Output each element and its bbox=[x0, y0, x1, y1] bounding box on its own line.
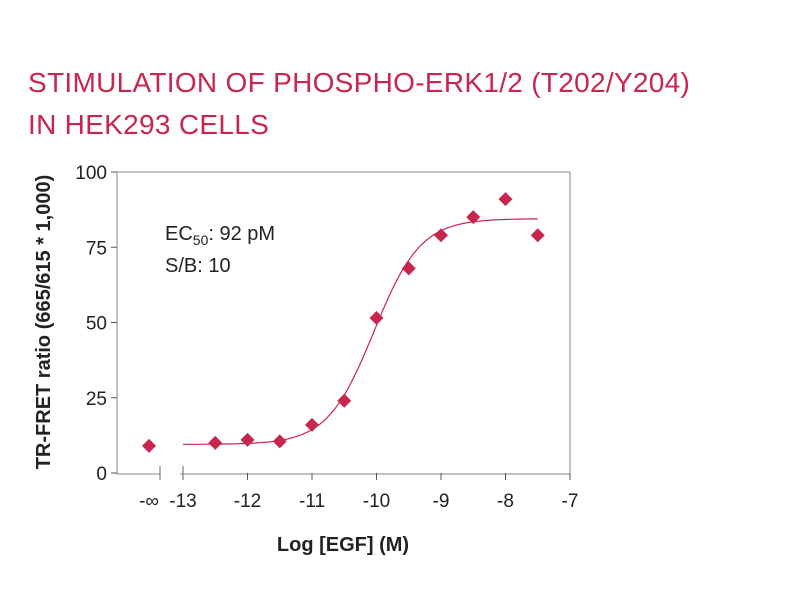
data-points bbox=[142, 192, 545, 453]
x-tick-label: -7 bbox=[562, 491, 579, 512]
ec50-value: : 92 pM bbox=[208, 223, 275, 245]
ec50-annotation: EC50: 92 pM bbox=[165, 223, 275, 248]
x-tick-label: -∞ bbox=[139, 491, 159, 512]
ec50-subscript: 50 bbox=[193, 232, 209, 248]
data-point-diamond bbox=[305, 417, 319, 432]
plot-frame bbox=[116, 171, 571, 475]
sb-annotation: S/B: 10 bbox=[165, 255, 231, 277]
x-axis: -∞ -13 -12 -11 -10 -9 -8 -7 bbox=[139, 466, 578, 512]
data-point-diamond bbox=[466, 210, 481, 225]
y-axis-title: TR-FRET ratio (665/615 * 1,000) bbox=[33, 175, 55, 470]
chart-title-line-1: STIMULATION OF PHOSPHO-ERK1/2 (T202/Y204… bbox=[28, 67, 691, 98]
data-point-diamond bbox=[498, 192, 513, 207]
data-point-diamond bbox=[530, 228, 545, 243]
chart-title-line-2: IN HEK293 CELLS bbox=[28, 109, 270, 140]
data-point-diamond bbox=[369, 310, 384, 325]
axis-break-gap bbox=[160, 472, 180, 476]
data-point-diamond bbox=[208, 435, 223, 450]
y-tick-label: 50 bbox=[86, 314, 107, 335]
y-axis: 0 25 50 75 100 bbox=[75, 163, 117, 485]
x-tick-label: -10 bbox=[363, 491, 390, 512]
x-tick-label: -13 bbox=[169, 491, 196, 512]
x-axis-title: Log [EGF] (M) bbox=[277, 534, 409, 556]
data-point-diamond bbox=[434, 228, 448, 243]
data-point-diamond bbox=[337, 393, 352, 408]
x-tick-label: -9 bbox=[433, 491, 450, 512]
data-point-diamond bbox=[401, 261, 416, 276]
x-tick-label: -11 bbox=[299, 491, 325, 512]
y-tick-label: 100 bbox=[75, 163, 107, 184]
x-tick-label: -8 bbox=[497, 491, 514, 512]
y-tick-label: 0 bbox=[96, 464, 107, 485]
x-tick-label: -12 bbox=[234, 491, 261, 512]
data-point-diamond bbox=[240, 432, 255, 447]
chart-title: STIMULATION OF PHOSPHO-ERK1/2 (T202/Y204… bbox=[28, 62, 788, 146]
y-tick-label: 25 bbox=[86, 389, 107, 410]
data-point-diamond bbox=[142, 438, 156, 453]
data-point-diamond bbox=[272, 434, 287, 449]
fit-curve bbox=[183, 218, 538, 445]
ec50-label: EC bbox=[165, 223, 193, 245]
y-tick-label: 75 bbox=[86, 238, 107, 259]
